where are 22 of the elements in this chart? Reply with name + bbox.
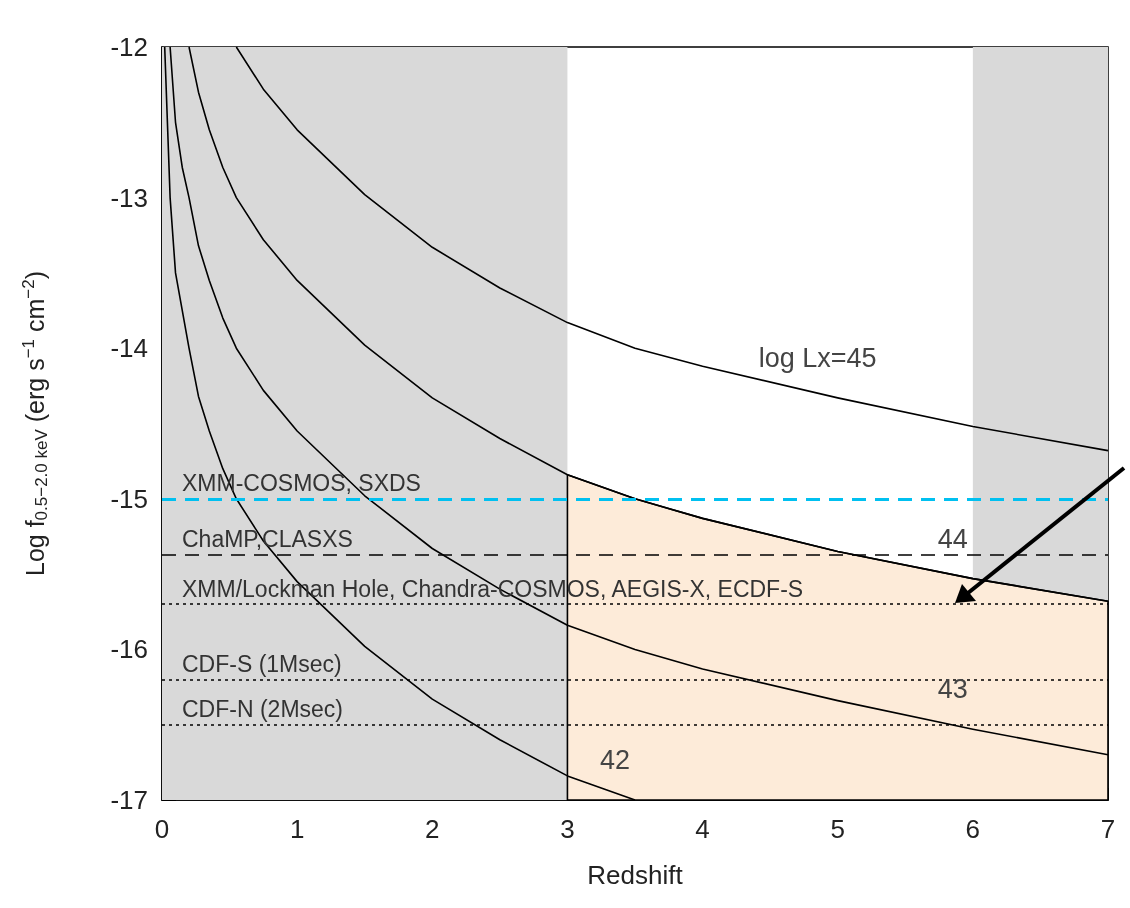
- annotation: 43: [937, 674, 968, 705]
- x-tick-label: 3: [560, 814, 575, 844]
- x-tick-label: 5: [830, 814, 845, 844]
- y-axis-title: Log f0.5−2.0 keV (erg s−1 cm−2): [19, 270, 51, 577]
- annotation: 44: [937, 523, 968, 554]
- y-tick-label: -13: [110, 182, 148, 213]
- ref-line-label: CDF-S (1Msec): [182, 651, 342, 678]
- y-tick-label: -14: [110, 333, 148, 364]
- x-tick-label: 7: [1100, 814, 1116, 844]
- y-tick-label: -16: [110, 634, 148, 665]
- x-axis-title: Redshift: [587, 860, 684, 890]
- x-tick-label: 1: [289, 814, 305, 844]
- x-tick-label: 4: [695, 814, 710, 844]
- y-tick-label: -12: [110, 32, 148, 62]
- ref-line-label: CDF-N (2Msec): [182, 696, 343, 723]
- x-tick-label: 2: [425, 814, 440, 844]
- annotation: 42: [599, 745, 631, 775]
- x-tick-label: 6: [965, 814, 981, 844]
- y-tick-label: -15: [110, 483, 148, 514]
- annotation: log Lx=45: [758, 342, 877, 373]
- y-tick-label: -17: [110, 785, 148, 815]
- x-tick-label: 0: [154, 814, 170, 844]
